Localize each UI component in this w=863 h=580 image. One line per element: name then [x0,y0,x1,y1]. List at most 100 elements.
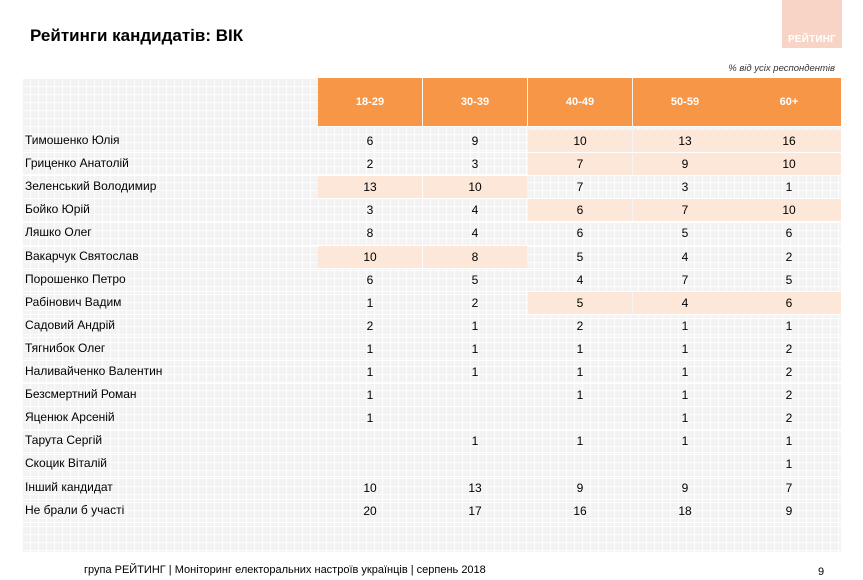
row-label: Гриценко Анатолій [25,156,129,171]
table-cell: 6 [785,226,793,241]
row-label: Скоцик Віталій [25,456,107,471]
row-label: Яценюк Арсеній [25,410,115,425]
table-cell: 1 [681,411,689,426]
table-cell: 2 [785,388,793,403]
column-header: 60+ [737,78,841,126]
row-divider [22,290,841,292]
table-cell [423,384,527,406]
page-number: 9 [818,566,825,578]
table-cell: 20 [363,503,377,518]
table-cell [318,453,422,475]
row-label: Бойко Юрій [25,202,90,217]
table-cell: 6 [737,291,841,314]
table-cell: 1 [681,365,689,380]
row-divider [22,244,841,246]
table-cell: 4 [471,226,479,241]
row-label: Тягнибок Олег [25,340,106,355]
table-cell: 1 [785,180,793,195]
table-cell: 5 [576,249,584,264]
table-cell: 9 [633,153,737,176]
table-cell: 1 [785,457,793,472]
row-divider [22,452,841,454]
table-cell: 9 [576,480,584,495]
table-cell: 1 [471,365,479,380]
row-divider [22,313,841,315]
table-cell: 16 [737,130,841,153]
table-cell: 9 [681,480,689,495]
row-label: Садовий Андрій [25,317,115,332]
row-divider [22,521,841,523]
column-header: 40-49 [528,78,632,126]
column-header: 30-39 [423,78,527,126]
table-cell: 4 [681,249,689,264]
table-cell: 1 [366,295,374,310]
table-cell [528,407,632,429]
row-divider [22,175,841,177]
table-cell: 4 [471,203,479,218]
table-cell [318,430,422,452]
table-cell: 4 [576,272,584,287]
table-cell [423,453,527,475]
table-cell: 7 [528,153,632,176]
row-divider [22,498,841,500]
row-label: Безсмертний Роман [25,387,137,402]
table-cell: 10 [528,130,632,153]
table-cell: 10 [423,176,527,199]
column-header: 50-59 [633,78,737,126]
table-cell: 1 [471,341,479,356]
table-cell: 10 [737,153,841,176]
row-label: Тимошенко Юлія [25,133,120,147]
table-cell: 5 [471,272,479,287]
table-cell: 6 [576,226,584,241]
table-cell: 1 [681,388,689,403]
table-cell: 1 [366,411,374,426]
row-divider [22,360,841,361]
row-divider [22,429,841,431]
table-cell: 2 [785,249,793,264]
row-label: Ляшко Олег [25,225,92,240]
table-cell: 3 [471,157,479,172]
table-cell: 13 [318,176,422,199]
respondents-note: % від усіх респондентів [728,63,835,74]
row-label: Не брали б участі [25,502,125,517]
table-cell: 1 [366,341,374,356]
brand-logo: РЕЙТИНГ [782,0,842,48]
table-cell: 2 [366,318,374,333]
brand-logo-text: РЕЙТИНГ [787,34,837,45]
table-cell: 13 [633,130,737,153]
table-cell: 2 [471,295,479,310]
footer-text: група РЕЙТИНГ | Моніторинг електоральних… [84,564,486,576]
table-cell: 1 [681,341,689,356]
table-cell: 10 [737,199,841,222]
table-cell: 10 [318,245,422,268]
row-divider [22,383,841,385]
table-cell [633,453,737,475]
table-cell: 2 [785,411,793,426]
row-label: Наливайченко Валентин [25,364,163,378]
table-cell: 2 [366,157,374,172]
row-label: Інший кандидат [25,479,113,494]
table-cell: 4 [633,291,737,314]
table-cell: 13 [468,480,482,495]
table-cell: 1 [576,365,584,380]
table-cell: 1 [785,434,793,449]
page-title: Рейтинги кандидатів: ВІК [30,26,244,45]
table-cell: 1 [785,318,793,333]
table-cell: 1 [576,341,584,356]
table-cell: 17 [468,503,482,518]
table-cell: 3 [366,203,374,218]
table-cell: 9 [785,503,793,518]
row-divider [22,336,841,338]
table-cell: 2 [785,341,793,356]
table-cell: 8 [366,226,374,241]
row-label: Вакарчук Святослав [25,248,139,263]
row-divider [22,152,841,154]
table-cell: 1 [576,388,584,403]
table-cell: 7 [576,180,584,195]
row-label: Тарута Сергій [25,433,103,448]
table-cell: 9 [471,134,479,149]
table-cell: 2 [576,318,584,333]
table-cell: 5 [528,291,632,314]
row-divider [22,221,841,223]
table-cell: 10 [363,480,377,495]
